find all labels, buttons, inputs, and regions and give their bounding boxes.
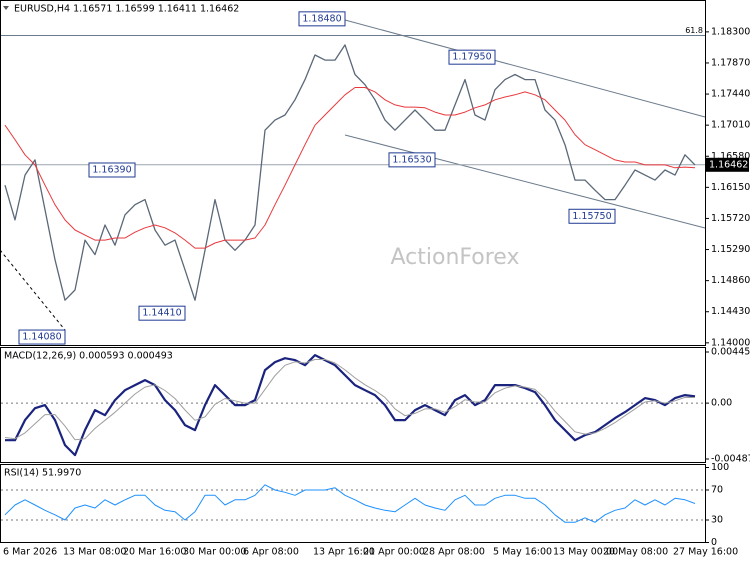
price-annotation-box bbox=[298, 11, 346, 27]
x-tick-label: 30 Mar 00:00 bbox=[183, 547, 246, 558]
price-annotation-box bbox=[568, 208, 616, 224]
trend-line bbox=[0, 249, 66, 331]
y-tick-label: -0.004872 bbox=[711, 454, 750, 465]
price-annotation-box bbox=[138, 305, 186, 321]
x-tick-label: 13 Apr 16:00 bbox=[313, 547, 375, 558]
y-tick-label: 1.15720 bbox=[711, 213, 750, 224]
price-annotation-label: 1.14080 bbox=[22, 332, 61, 343]
price-panel bbox=[0, 0, 706, 346]
channel-lower bbox=[344, 134, 706, 229]
y-tick-label: 1.16580 bbox=[711, 151, 750, 162]
y-tick-label: 1.15290 bbox=[711, 244, 750, 255]
macd-panel bbox=[0, 347, 706, 463]
x-tick-label: 13 May 00:00 bbox=[553, 547, 618, 558]
x-tick-label: 6 Apr 08:00 bbox=[243, 547, 299, 558]
panel-title: RSI(14) 51.9970 bbox=[4, 468, 81, 479]
y-tick-label: 1.18300 bbox=[711, 26, 750, 37]
price-annotation-label: 1.16390 bbox=[92, 164, 131, 175]
price-annotation-label: 1.18480 bbox=[302, 13, 341, 24]
panel-title: MACD(12,26,9) 0.000593 0.000493 bbox=[4, 351, 173, 362]
y-tick-label: 30 bbox=[711, 515, 723, 526]
current-price-box bbox=[706, 157, 749, 172]
series-line bbox=[4, 484, 696, 523]
series-line bbox=[4, 87, 696, 249]
y-tick-label: 1.17010 bbox=[711, 120, 750, 131]
y-tick-label: 0 bbox=[711, 537, 717, 548]
panel-icon bbox=[3, 6, 9, 10]
y-tick-label: 70 bbox=[711, 485, 723, 496]
x-tick-label: 28 Apr 08:00 bbox=[423, 547, 485, 558]
y-tick-label: 1.14000 bbox=[711, 337, 750, 348]
x-tick-label: 27 May 16:00 bbox=[673, 547, 738, 558]
watermark: ActionForex bbox=[391, 245, 520, 270]
x-tick-label: 20 May 08:00 bbox=[603, 547, 668, 558]
series-line bbox=[4, 359, 696, 441]
price-annotation-label: 1.14410 bbox=[142, 308, 181, 319]
y-tick-label: 0.00 bbox=[711, 398, 732, 409]
price-annotation-box bbox=[18, 329, 66, 345]
current-price-label: 1.16462 bbox=[709, 159, 748, 170]
y-tick-label: 1.14430 bbox=[711, 306, 750, 317]
price-annotation-label: 1.15750 bbox=[572, 211, 611, 222]
x-tick-label: 13 Mar 08:00 bbox=[63, 547, 126, 558]
price-annotation-box bbox=[448, 49, 496, 65]
price-annotation-box bbox=[88, 162, 136, 178]
y-tick-label: 1.14860 bbox=[711, 275, 750, 286]
y-tick-label: 1.17440 bbox=[711, 89, 750, 100]
price-annotation-label: 1.17950 bbox=[452, 52, 491, 63]
series-line bbox=[4, 44, 696, 301]
y-tick-label: 1.16150 bbox=[711, 182, 750, 193]
x-tick-label: 20 Mar 16:00 bbox=[123, 547, 186, 558]
series-line bbox=[5, 354, 696, 457]
y-tick-label: 100 bbox=[711, 462, 729, 473]
x-tick-label: 6 Mar 2026 bbox=[3, 547, 57, 558]
y-tick-label: 0.004458 bbox=[711, 347, 750, 358]
panel-title: EURUSD,H4 1.16571 1.16599 1.16411 1.1646… bbox=[14, 4, 239, 15]
level-label: 61.8 bbox=[685, 26, 703, 35]
price-annotation-label: 1.16530 bbox=[392, 154, 431, 165]
rsi-panel bbox=[0, 464, 706, 543]
price-annotation-box bbox=[388, 152, 436, 168]
x-tick-label: 5 May 16:00 bbox=[493, 547, 552, 558]
y-tick-label: 1.17870 bbox=[711, 57, 750, 68]
channel-upper bbox=[344, 19, 706, 118]
x-tick-label: 21 Apr 00:00 bbox=[363, 547, 425, 558]
